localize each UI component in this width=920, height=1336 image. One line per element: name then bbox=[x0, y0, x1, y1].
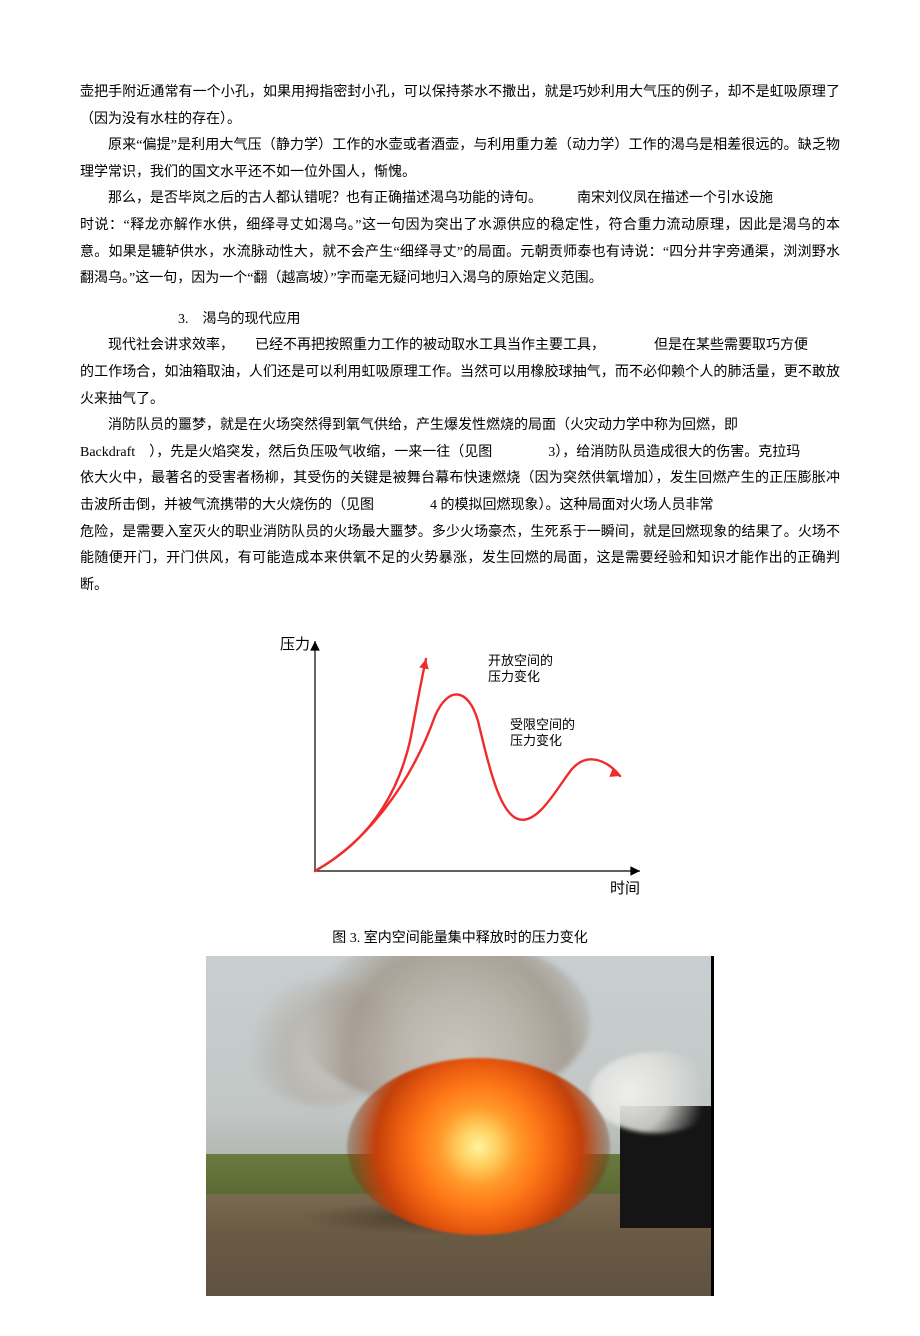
text: 已经不再把按照重力工作的被动取水工具当作主要工具， bbox=[255, 338, 598, 353]
paragraph: 消防队员的噩梦，就是在火场突然得到氧气供给，产生爆发性燃烧的局面（火灾动力学中称… bbox=[80, 413, 840, 440]
pressure-chart: 压力时间开放空间的压力变化受限空间的压力变化 bbox=[260, 621, 660, 922]
svg-text:时间: 时间 bbox=[610, 880, 640, 897]
paragraph: Backdraft ），先是火焰突发，然后负压吸气收缩，一来一往（见图 3），给… bbox=[80, 440, 840, 467]
text: 那么，是否毕岚之后的古人都认错呢？也有正确描述渴乌功能的诗句。 bbox=[108, 191, 535, 206]
paragraph: 时说：“释龙亦解作水供，细绎寻丈如渴乌。”这一句因为突出了水源供应的稳定性，符合… bbox=[80, 213, 840, 293]
photo-fireball bbox=[347, 1058, 610, 1235]
text: 南宋刘仪凤在描述一个引水设施 bbox=[577, 191, 773, 206]
paragraph: 壶把手附近通常有一个小孔，如果用拇指密封小孔，可以保持茶水不撒出，就是巧妙利用大… bbox=[80, 80, 840, 133]
paragraph: 原来“偏提”是利用大气压（静力学）工作的水壶或者酒壶，与利用重力差（动力学）工作… bbox=[80, 133, 840, 186]
figure-4-photo bbox=[206, 956, 714, 1296]
chart-svg: 压力时间开放空间的压力变化受限空间的压力变化 bbox=[260, 621, 660, 911]
svg-text:压力: 压力 bbox=[280, 636, 310, 653]
paragraph: 那么，是否毕岚之后的古人都认错呢？也有正确描述渴乌功能的诗句。 南宋刘仪凤在描述… bbox=[80, 186, 840, 213]
paragraph: 依大火中，最著名的受害者杨柳，其受伤的关键是被舞台幕布快速燃烧（因为突然供氧增加… bbox=[80, 466, 840, 519]
paragraph: 的工作场合，如油箱取油，人们还是可以利用虹吸原理工作。当然可以用橡胶球抽气，而不… bbox=[80, 360, 840, 413]
text: 4 的模拟回燃现象）。这种局面对火场人员非常 bbox=[430, 498, 714, 513]
paragraph: 危险，是需要入室灭火的职业消防队员的火场最大噩梦。多少火场豪杰，生死系于一瞬间，… bbox=[80, 520, 840, 600]
section-heading: 3. 渴乌的现代应用 bbox=[80, 307, 840, 334]
photo-white-smoke bbox=[590, 1052, 714, 1134]
svg-text:压力变化: 压力变化 bbox=[510, 733, 562, 748]
text: Backdraft ），先是火焰突发，然后负压吸气收缩，一来一往（见图 bbox=[80, 445, 492, 460]
text: 现代社会讲求效率， bbox=[108, 338, 227, 353]
svg-text:开放空间的: 开放空间的 bbox=[488, 653, 553, 668]
text: 3），给消防队员造成很大的伤害。克拉玛 bbox=[548, 445, 800, 460]
svg-text:压力变化: 压力变化 bbox=[488, 669, 540, 684]
text: 消防队员的噩梦，就是在火场突然得到氧气供给，产生爆发性燃烧的局面（火灾动力学中称… bbox=[108, 418, 738, 433]
text: 但是在某些需要取巧方便 bbox=[654, 338, 808, 353]
svg-text:受限空间的: 受限空间的 bbox=[510, 717, 575, 732]
paragraph: 现代社会讲求效率， 已经不再把按照重力工作的被动取水工具当作主要工具， 但是在某… bbox=[80, 333, 840, 360]
figure-3-caption: 图 3. 室内空间能量集中释放时的压力变化 bbox=[80, 926, 840, 953]
